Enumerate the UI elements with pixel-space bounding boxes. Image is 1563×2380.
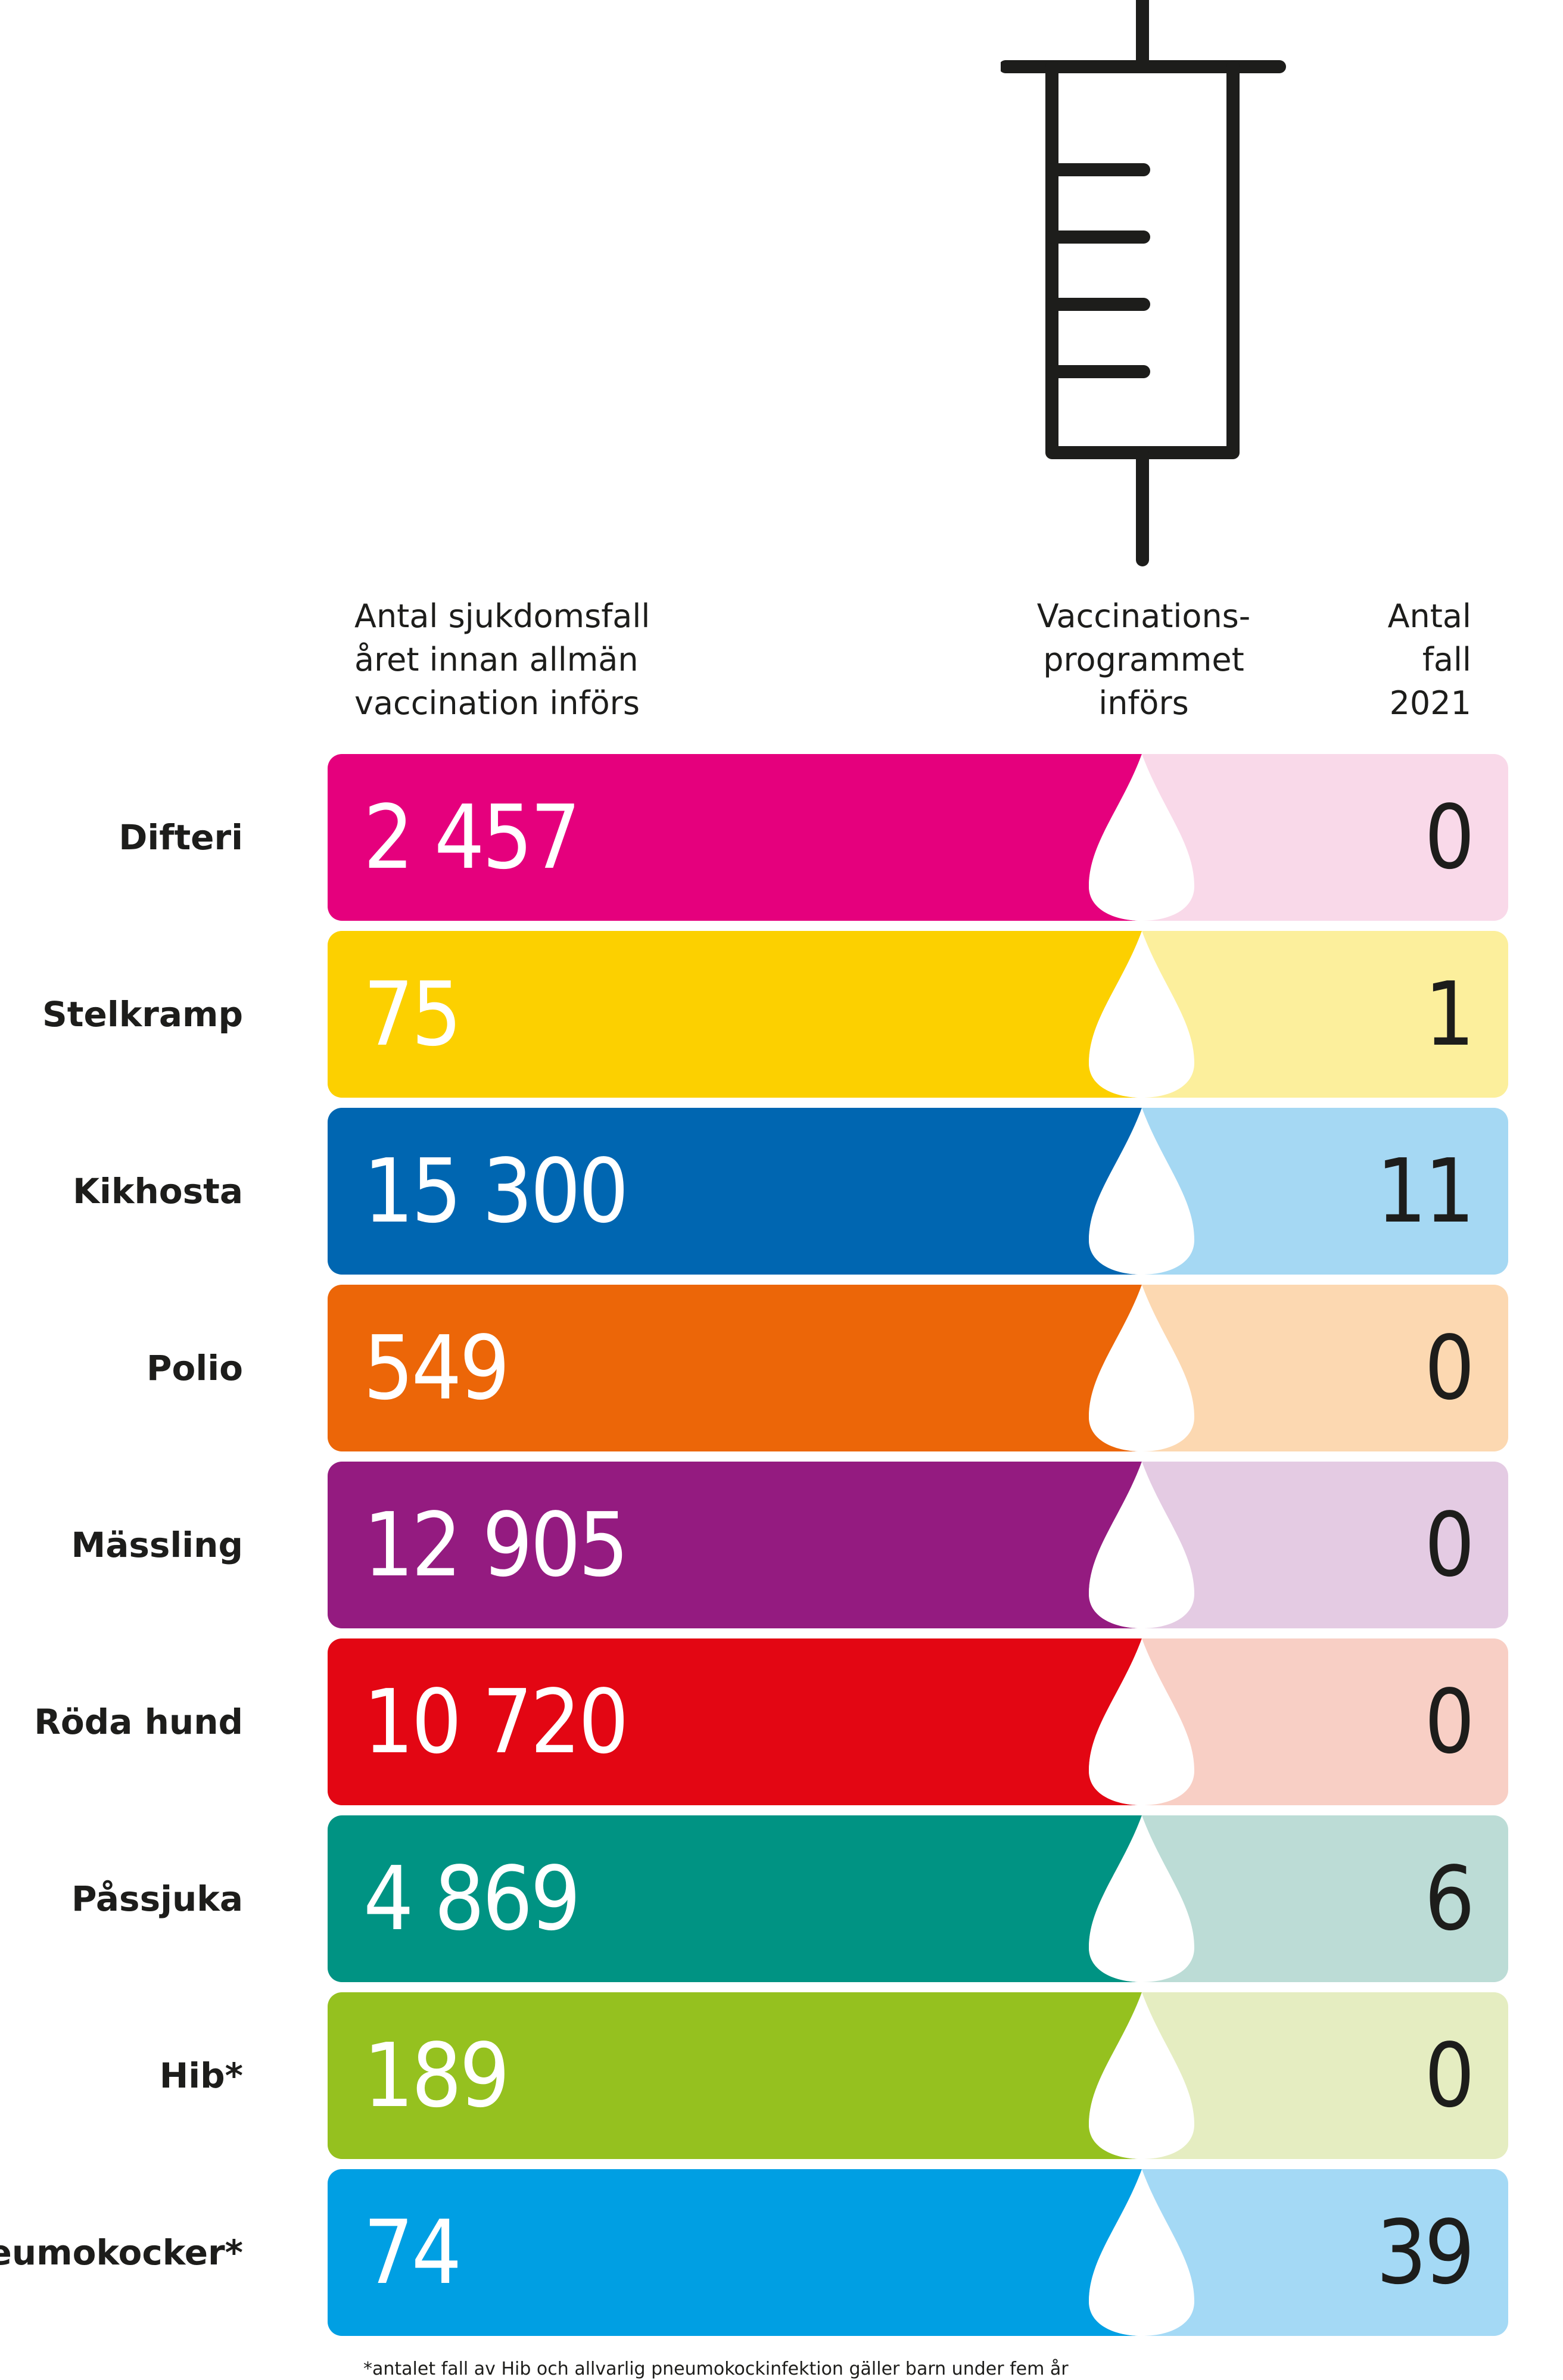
header-before-line: vaccination införs xyxy=(354,684,640,722)
bar-graphic xyxy=(328,754,1508,921)
disease-bar: 15 300 11 xyxy=(328,1108,1508,1275)
cases-2021-value: 0 xyxy=(1424,1317,1475,1419)
disease-row: Hib* 189 0 xyxy=(160,1992,1508,2159)
disease-row: Stelkramp 75 1 xyxy=(42,931,1508,1098)
disease-name: Hib* xyxy=(159,2055,243,2096)
disease-row: Påssjuka 4 869 6 xyxy=(71,1815,1508,1982)
drop-icon xyxy=(1089,1992,1194,2159)
header-2021-line: fall xyxy=(1422,641,1471,678)
footnote: *antalet fall av Hib och allvarlig pneum… xyxy=(363,2359,1069,2379)
bar-graphic xyxy=(328,1462,1508,1628)
before-segment xyxy=(328,754,1142,921)
disease-row: Difteri 2 457 0 xyxy=(119,754,1508,921)
disease-name: Påssjuka xyxy=(71,1879,243,1919)
header-before-line: Antal sjukdomsfall xyxy=(354,597,650,635)
cases-before-value: 74 xyxy=(363,2201,462,2304)
header-program-introduced: Vaccinations- programmet införs xyxy=(1007,594,1281,725)
drop-icon xyxy=(1089,1638,1194,1805)
disease-bar: 12 905 0 xyxy=(328,1462,1508,1628)
cases-2021-value: 11 xyxy=(1376,1140,1475,1242)
drop-icon xyxy=(1089,1285,1194,1451)
bar-graphic xyxy=(328,2169,1508,2336)
before-segment xyxy=(328,2169,1142,2336)
before-segment xyxy=(328,1992,1142,2159)
drop-icon xyxy=(1089,754,1194,921)
disease-row: Pneumokocker* 74 39 xyxy=(0,2169,1508,2336)
bar-graphic xyxy=(328,1992,1508,2159)
cases-before-value: 2 457 xyxy=(363,786,581,889)
header-2021-line: Antal xyxy=(1387,597,1471,635)
before-segment xyxy=(328,1108,1142,1275)
disease-name: Polio xyxy=(147,1348,243,1388)
disease-bar: 2 457 0 xyxy=(328,754,1508,921)
cases-2021-value: 39 xyxy=(1376,2201,1475,2304)
drop-icon xyxy=(1089,2169,1194,2336)
cases-2021-value: 0 xyxy=(1424,1494,1475,1596)
cases-2021-value: 6 xyxy=(1424,1848,1475,1950)
drop-icon xyxy=(1089,931,1194,1098)
disease-bar: 549 0 xyxy=(328,1285,1508,1451)
cases-before-value: 4 869 xyxy=(363,1848,581,1950)
disease-name: Difteri xyxy=(119,817,243,858)
disease-bar: 74 39 xyxy=(328,2169,1508,2336)
before-segment xyxy=(328,1815,1142,1982)
disease-name: Röda hund xyxy=(34,1702,243,1742)
disease-row: Röda hund 10 720 0 xyxy=(34,1638,1508,1805)
disease-row: Mässling 12 905 0 xyxy=(71,1462,1508,1628)
syringe-icon xyxy=(1001,0,1286,566)
header-2021-line: 2021 xyxy=(1389,684,1471,722)
cases-before-value: 10 720 xyxy=(363,1671,629,1773)
cases-2021-value: 0 xyxy=(1424,786,1475,889)
disease-row: Polio 549 0 xyxy=(147,1285,1508,1451)
disease-bar: 75 1 xyxy=(328,931,1508,1098)
bar-graphic xyxy=(328,1815,1508,1982)
disease-bar: 4 869 6 xyxy=(328,1815,1508,1982)
cases-before-value: 12 905 xyxy=(363,1494,629,1596)
bar-graphic xyxy=(328,1108,1508,1275)
bar-graphic xyxy=(328,931,1508,1098)
header-before-vaccination: Antal sjukdomsfall året innan allmän vac… xyxy=(354,594,712,725)
disease-name: Mässling xyxy=(71,1525,243,1565)
cases-before-value: 189 xyxy=(363,2024,510,2127)
bar-graphic xyxy=(328,1638,1508,1805)
disease-name: Kikhosta xyxy=(73,1171,243,1211)
before-segment xyxy=(328,1285,1142,1451)
cases-before-value: 549 xyxy=(363,1317,510,1419)
disease-bar: 10 720 0 xyxy=(328,1638,1508,1805)
cases-before-value: 75 xyxy=(363,963,462,1066)
drop-icon xyxy=(1089,1108,1194,1275)
before-segment xyxy=(328,1638,1142,1805)
drop-icon xyxy=(1089,1815,1194,1982)
before-segment xyxy=(328,1462,1142,1628)
header-before-line: året innan allmän xyxy=(354,641,639,678)
disease-bar: 189 0 xyxy=(328,1992,1508,2159)
header-program-line: Vaccinations- xyxy=(1036,597,1251,635)
header-cases-2021: Antal fall 2021 xyxy=(1340,594,1471,725)
drop-icon xyxy=(1089,1462,1194,1628)
cases-2021-value: 0 xyxy=(1424,2024,1475,2127)
before-segment xyxy=(328,931,1142,1098)
disease-row: Kikhosta 15 300 11 xyxy=(73,1108,1508,1275)
cases-2021-value: 1 xyxy=(1424,963,1475,1066)
cases-2021-value: 0 xyxy=(1424,1671,1475,1773)
cases-before-value: 15 300 xyxy=(363,1140,629,1242)
disease-name: Pneumokocker* xyxy=(0,2232,243,2273)
disease-name: Stelkramp xyxy=(42,994,243,1035)
header-program-line: införs xyxy=(1098,684,1189,722)
bar-graphic xyxy=(328,1285,1508,1451)
header-program-line: programmet xyxy=(1043,641,1244,678)
